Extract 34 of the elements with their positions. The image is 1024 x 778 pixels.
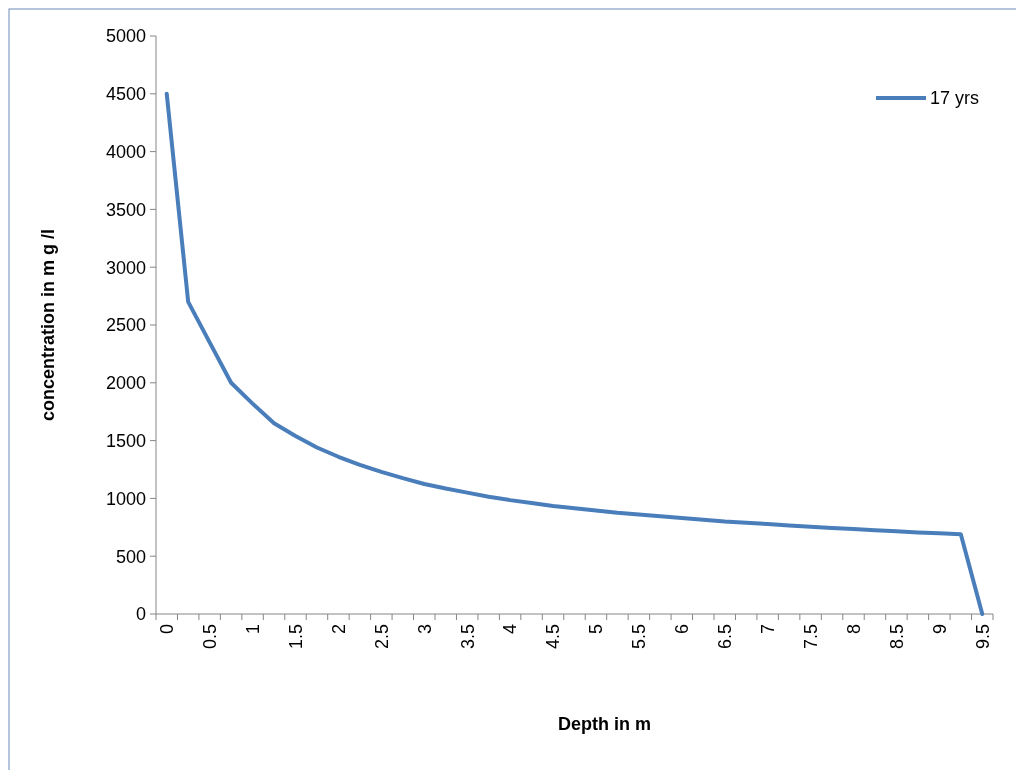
y-tick-label: 4500 [105, 84, 146, 105]
x-tick-label: 7.5 [800, 624, 821, 650]
legend-label: 17 yrs [930, 88, 980, 109]
x-tick-label: 2.5 [371, 624, 392, 650]
x-tick-label: 8 [843, 624, 864, 635]
y-tick-label: 2500 [105, 315, 146, 336]
y-tick-label: 1500 [105, 430, 146, 451]
x-tick-label: 1.5 [285, 624, 306, 650]
x-tick-label: 4 [500, 624, 521, 635]
y-tick-label: 500 [115, 546, 146, 567]
x-tick-label: 6.5 [715, 624, 736, 650]
x-tick-label: 4.5 [543, 624, 564, 650]
x-tick-label: 2 [328, 624, 349, 635]
x-tick-label: 1 [242, 624, 263, 635]
x-tick-label: 6 [672, 624, 693, 635]
y-tick-label: 1000 [105, 488, 146, 509]
x-axis-title: Depth in m [558, 714, 651, 734]
x-tick-label: 9 [929, 624, 950, 635]
x-tick-label: 5 [586, 624, 607, 635]
x-tick-label: 9.5 [972, 624, 993, 650]
line-series [164, 91, 985, 616]
x-tick-label: 0.5 [199, 624, 220, 650]
y-axis-title: concentration in m g /l [38, 228, 58, 422]
x-tick-label: 7 [757, 624, 778, 635]
y-tick-label: 5000 [105, 26, 146, 47]
x-tick-label: 0 [157, 624, 178, 635]
y-tick-label: 2000 [105, 373, 146, 394]
x-tick-label: 3 [414, 624, 435, 635]
x-tick-label: 8.5 [886, 624, 907, 650]
x-tick-label: 3.5 [457, 624, 478, 650]
x-tick-label: 5.5 [629, 624, 650, 650]
y-tick-label: 4000 [105, 141, 146, 162]
y-tick-label: 3500 [105, 199, 146, 220]
y-tick-label: 3000 [105, 257, 146, 278]
